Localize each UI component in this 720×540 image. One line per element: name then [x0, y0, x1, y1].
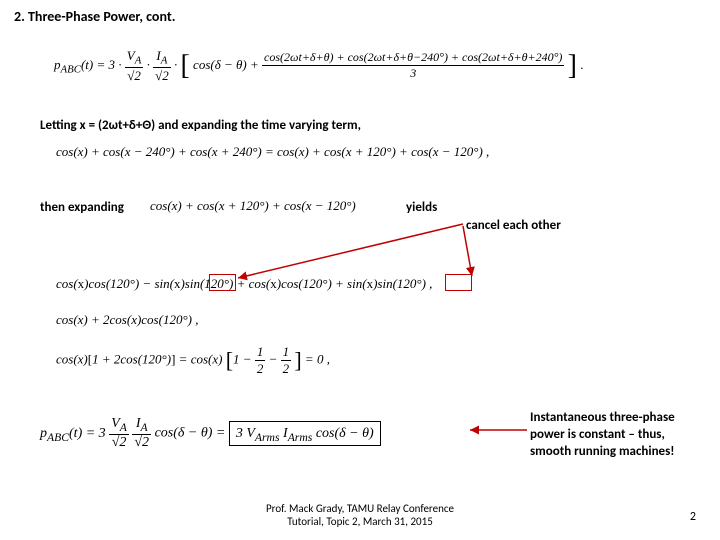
footer-line2: Tutorial, Topic 2, March 31, 2015 [0, 515, 720, 528]
footer-line1: Prof. Mack Grady, TAMU Relay Conference [0, 502, 720, 515]
result-arrow [0, 0, 720, 540]
footer: Prof. Mack Grady, TAMU Relay Conference … [0, 502, 720, 528]
page-number: 2 [690, 510, 696, 524]
